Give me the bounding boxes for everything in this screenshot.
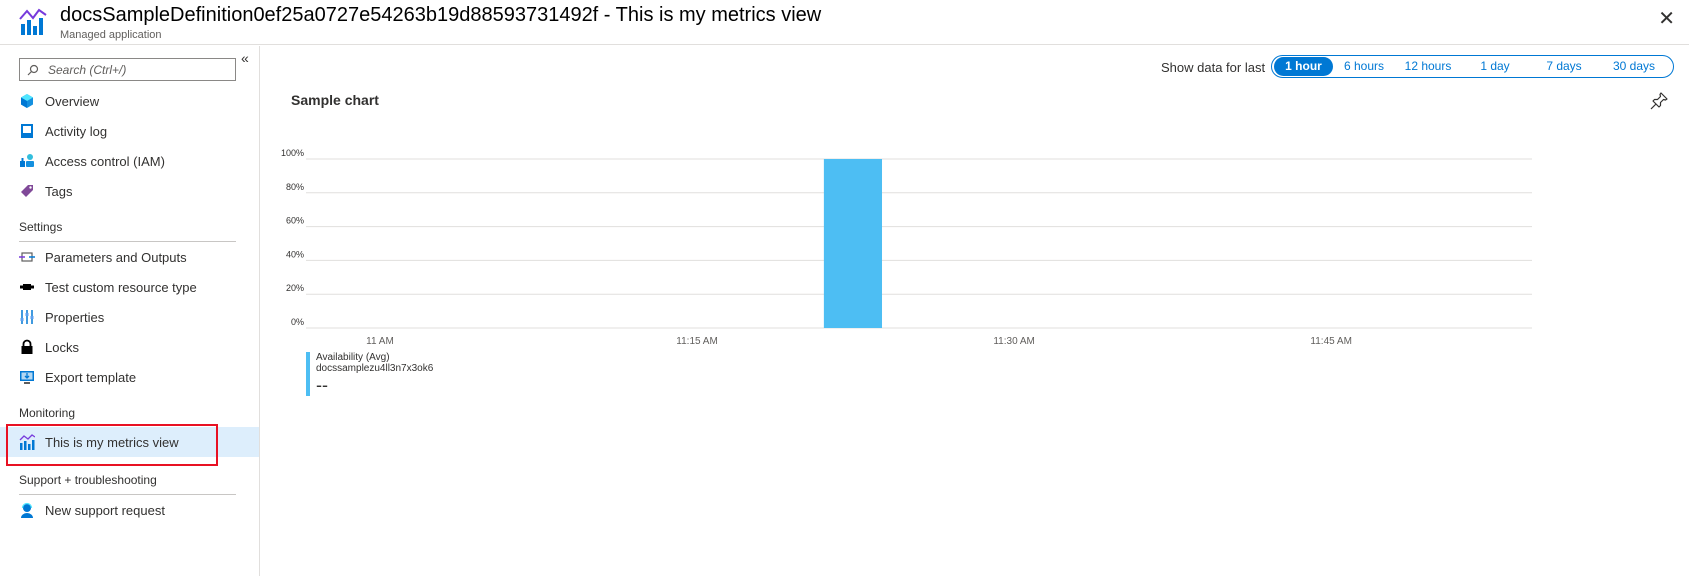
sidebar-item-label: Access control (IAM)	[45, 153, 165, 169]
x-tick-label: 11:45 AM	[1310, 336, 1352, 347]
main-content: Show data for last 1 hour 6 hours 12 hou…	[261, 46, 1689, 576]
sidebar-item-new-support-request[interactable]: New support request	[0, 495, 259, 525]
search-input[interactable]	[46, 61, 226, 78]
time-range-30-days[interactable]: 30 days	[1612, 59, 1656, 73]
metrics-app-icon	[19, 8, 47, 35]
sidebar-item-tags[interactable]: Tags	[0, 176, 259, 206]
sidebar-item-properties[interactable]: Properties	[0, 302, 259, 332]
sidebar-item-label: New support request	[45, 502, 165, 518]
custom-resource-icon	[20, 284, 34, 290]
export-template-icon	[20, 371, 34, 384]
bar	[823, 159, 883, 328]
legend-resource-name: docssamplezu4ll3n7x3ok6	[316, 363, 434, 374]
sidebar-item-metrics-view[interactable]: This is my metrics view	[0, 427, 259, 457]
search-box[interactable]	[19, 58, 236, 81]
section-settings: Settings	[19, 220, 236, 242]
time-range-6-hours[interactable]: 6 hours	[1343, 59, 1385, 73]
sidebar-item-export-template[interactable]: Export template	[0, 362, 259, 392]
y-tick-label: 80%	[286, 182, 304, 192]
page-title: docsSampleDefinition0ef25a0727e54263b19d…	[60, 4, 822, 26]
legend-value: --	[316, 375, 328, 395]
y-tick-label: 60%	[286, 216, 304, 226]
sidebar-item-label: Tags	[45, 183, 73, 199]
sidebar-item-label: Locks	[45, 339, 79, 355]
sidebar-item-activity-log[interactable]: Activity log	[0, 116, 259, 146]
sidebar-item-label: Parameters and Outputs	[45, 249, 187, 265]
time-range-label: Show data for last	[1161, 60, 1266, 75]
section-support-troubleshooting: Support + troubleshooting	[19, 473, 236, 495]
sidebar-item-label: Test custom resource type	[45, 279, 197, 295]
sample-chart: 100% 80% 60% 40% 20% 0% 11 AM 11:15 AM 11:30 AM 1…	[281, 148, 1532, 347]
x-tick-label: 11:15 AM	[676, 336, 718, 347]
legend-metric-name: Availability (Avg)	[316, 352, 390, 363]
overview-icon	[21, 94, 33, 108]
search-icon	[27, 64, 39, 75]
chart-title: Sample chart	[291, 92, 379, 108]
y-tick-label: 0%	[291, 317, 304, 327]
sidebar: « Overview Activity log Access control (…	[0, 46, 260, 576]
time-range-1-hour[interactable]: 1 hour	[1274, 57, 1333, 76]
sidebar-item-label: Activity log	[45, 123, 108, 139]
tag-icon	[21, 185, 33, 197]
lock-icon	[21, 339, 33, 354]
sidebar-item-label: This is my metrics view	[45, 434, 179, 450]
metrics-icon	[19, 434, 35, 450]
x-tick-label: 11:30 AM	[993, 336, 1035, 347]
time-range-12-hours[interactable]: 12 hours	[1404, 59, 1452, 73]
pin-icon[interactable]	[1650, 92, 1668, 110]
sidebar-item-locks[interactable]: Locks	[0, 332, 259, 362]
collapse-sidebar-icon[interactable]: «	[241, 50, 249, 66]
sidebar-item-label: Export template	[45, 369, 137, 385]
y-tick-label: 40%	[286, 249, 304, 259]
time-range-selector: 1 hour 6 hours 12 hours 1 day 7 days 30 …	[1271, 55, 1674, 78]
sidebar-item-label: Properties	[45, 309, 105, 325]
highlight-box	[6, 424, 218, 466]
sidebar-item-test-custom-resource-type[interactable]: Test custom resource type	[0, 272, 259, 302]
blade-header: docsSampleDefinition0ef25a0727e54263b19d…	[0, 0, 1689, 45]
time-range-1-day[interactable]: 1 day	[1480, 59, 1510, 73]
page-subtitle: Managed application	[60, 29, 162, 41]
x-tick-label: 11 AM	[366, 336, 394, 347]
parameters-icon	[19, 252, 35, 262]
sidebar-item-parameters-outputs[interactable]: Parameters and Outputs	[0, 242, 259, 272]
activity-log-icon	[21, 124, 33, 138]
iam-icon	[20, 154, 34, 167]
time-range-7-days[interactable]: 7 days	[1546, 59, 1582, 73]
close-icon[interactable]: ✕	[1658, 8, 1675, 30]
sidebar-item-overview[interactable]: Overview	[0, 86, 259, 116]
properties-icon	[20, 310, 34, 324]
chart-legend: Availability (Avg) docssamplezu4ll3n7x3o…	[306, 352, 433, 396]
sidebar-item-iam[interactable]: Access control (IAM)	[0, 146, 259, 176]
sidebar-item-label: Overview	[45, 93, 100, 109]
y-tick-label: 20%	[286, 283, 304, 293]
support-icon	[21, 502, 33, 518]
y-tick-label: 100%	[281, 148, 304, 158]
